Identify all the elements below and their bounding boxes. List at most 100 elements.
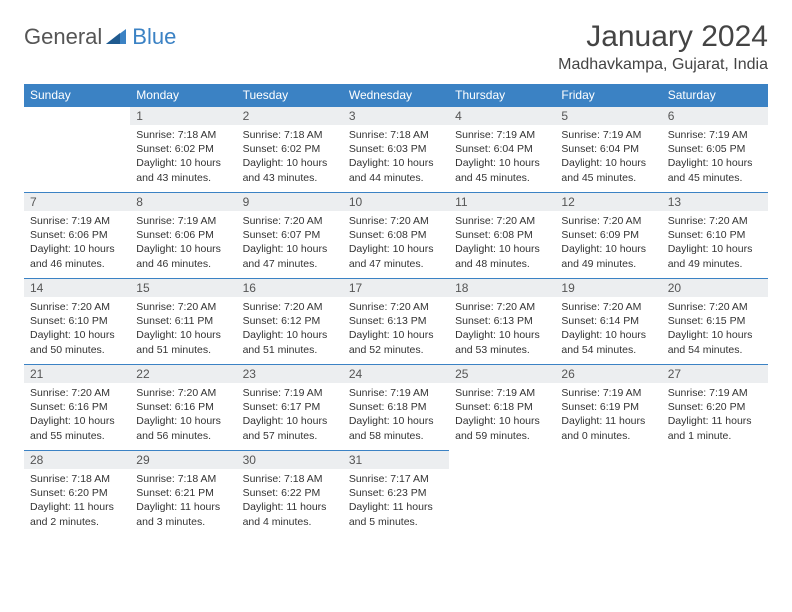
sunrise-line: Sunrise: 7:20 AM [243, 300, 337, 314]
sunrise-line: Sunrise: 7:19 AM [668, 386, 762, 400]
daylight-line: Daylight: 10 hours and 45 minutes. [561, 156, 655, 184]
sunrise-line: Sunrise: 7:19 AM [561, 128, 655, 142]
sunrise-line: Sunrise: 7:20 AM [136, 386, 230, 400]
day-details: Sunrise: 7:19 AMSunset: 6:04 PMDaylight:… [555, 125, 661, 189]
day-details: Sunrise: 7:20 AMSunset: 6:12 PMDaylight:… [237, 297, 343, 361]
sunset-line: Sunset: 6:23 PM [349, 486, 443, 500]
day-number: 9 [237, 193, 343, 211]
day-details: Sunrise: 7:19 AMSunset: 6:19 PMDaylight:… [555, 383, 661, 447]
sunset-line: Sunset: 6:02 PM [136, 142, 230, 156]
calendar-cell: 18Sunrise: 7:20 AMSunset: 6:13 PMDayligh… [449, 279, 555, 365]
daylight-line: Daylight: 10 hours and 55 minutes. [30, 414, 124, 442]
day-number: 20 [662, 279, 768, 297]
day-number: 19 [555, 279, 661, 297]
daylight-line: Daylight: 10 hours and 49 minutes. [668, 242, 762, 270]
location: Madhavkampa, Gujarat, India [558, 56, 768, 74]
day-number: 4 [449, 107, 555, 125]
calendar-week-row: 1Sunrise: 7:18 AMSunset: 6:02 PMDaylight… [24, 107, 768, 193]
sunrise-line: Sunrise: 7:18 AM [243, 128, 337, 142]
sunset-line: Sunset: 6:07 PM [243, 228, 337, 242]
daylight-line: Daylight: 11 hours and 2 minutes. [30, 500, 124, 528]
weekday-header: Saturday [662, 84, 768, 107]
day-details: Sunrise: 7:20 AMSunset: 6:07 PMDaylight:… [237, 211, 343, 275]
day-number: 23 [237, 365, 343, 383]
daylight-line: Daylight: 11 hours and 5 minutes. [349, 500, 443, 528]
day-details: Sunrise: 7:20 AMSunset: 6:13 PMDaylight:… [449, 297, 555, 361]
daylight-line: Daylight: 11 hours and 3 minutes. [136, 500, 230, 528]
weekday-header: Friday [555, 84, 661, 107]
calendar-cell [662, 451, 768, 537]
calendar-cell: 28Sunrise: 7:18 AMSunset: 6:20 PMDayligh… [24, 451, 130, 537]
day-details: Sunrise: 7:18 AMSunset: 6:22 PMDaylight:… [237, 469, 343, 533]
daylight-line: Daylight: 10 hours and 43 minutes. [243, 156, 337, 184]
day-number: 26 [555, 365, 661, 383]
calendar-cell: 21Sunrise: 7:20 AMSunset: 6:16 PMDayligh… [24, 365, 130, 451]
day-number: 25 [449, 365, 555, 383]
sunrise-line: Sunrise: 7:20 AM [136, 300, 230, 314]
sunrise-line: Sunrise: 7:20 AM [668, 214, 762, 228]
sunset-line: Sunset: 6:22 PM [243, 486, 337, 500]
day-details: Sunrise: 7:20 AMSunset: 6:16 PMDaylight:… [24, 383, 130, 447]
sunset-line: Sunset: 6:04 PM [455, 142, 549, 156]
sunrise-line: Sunrise: 7:19 AM [668, 128, 762, 142]
sunrise-line: Sunrise: 7:19 AM [561, 386, 655, 400]
day-number: 10 [343, 193, 449, 211]
daylight-line: Daylight: 10 hours and 54 minutes. [561, 328, 655, 356]
day-details: Sunrise: 7:18 AMSunset: 6:02 PMDaylight:… [130, 125, 236, 189]
calendar-cell: 19Sunrise: 7:20 AMSunset: 6:14 PMDayligh… [555, 279, 661, 365]
calendar-cell: 15Sunrise: 7:20 AMSunset: 6:11 PMDayligh… [130, 279, 236, 365]
day-number: 18 [449, 279, 555, 297]
sunset-line: Sunset: 6:17 PM [243, 400, 337, 414]
calendar-cell: 13Sunrise: 7:20 AMSunset: 6:10 PMDayligh… [662, 193, 768, 279]
day-details: Sunrise: 7:17 AMSunset: 6:23 PMDaylight:… [343, 469, 449, 533]
day-number: 12 [555, 193, 661, 211]
weekday-header: Tuesday [237, 84, 343, 107]
sunrise-line: Sunrise: 7:18 AM [30, 472, 124, 486]
daylight-line: Daylight: 10 hours and 53 minutes. [455, 328, 549, 356]
calendar-cell: 20Sunrise: 7:20 AMSunset: 6:15 PMDayligh… [662, 279, 768, 365]
sunset-line: Sunset: 6:03 PM [349, 142, 443, 156]
sunset-line: Sunset: 6:13 PM [455, 314, 549, 328]
day-details: Sunrise: 7:20 AMSunset: 6:10 PMDaylight:… [24, 297, 130, 361]
daylight-line: Daylight: 10 hours and 47 minutes. [349, 242, 443, 270]
day-number: 29 [130, 451, 236, 469]
day-details: Sunrise: 7:20 AMSunset: 6:13 PMDaylight:… [343, 297, 449, 361]
calendar-cell [555, 451, 661, 537]
title-block: January 2024 Madhavkampa, Gujarat, India [558, 20, 768, 74]
daylight-line: Daylight: 10 hours and 46 minutes. [30, 242, 124, 270]
day-details: Sunrise: 7:19 AMSunset: 6:05 PMDaylight:… [662, 125, 768, 189]
day-number: 30 [237, 451, 343, 469]
sunset-line: Sunset: 6:02 PM [243, 142, 337, 156]
calendar-cell: 27Sunrise: 7:19 AMSunset: 6:20 PMDayligh… [662, 365, 768, 451]
sunset-line: Sunset: 6:12 PM [243, 314, 337, 328]
day-details: Sunrise: 7:19 AMSunset: 6:18 PMDaylight:… [343, 383, 449, 447]
daylight-line: Daylight: 10 hours and 45 minutes. [455, 156, 549, 184]
calendar-cell: 3Sunrise: 7:18 AMSunset: 6:03 PMDaylight… [343, 107, 449, 193]
calendar-cell: 29Sunrise: 7:18 AMSunset: 6:21 PMDayligh… [130, 451, 236, 537]
sunset-line: Sunset: 6:16 PM [30, 400, 124, 414]
sunrise-line: Sunrise: 7:18 AM [349, 128, 443, 142]
day-details: Sunrise: 7:20 AMSunset: 6:09 PMDaylight:… [555, 211, 661, 275]
daylight-line: Daylight: 10 hours and 47 minutes. [243, 242, 337, 270]
daylight-line: Daylight: 11 hours and 0 minutes. [561, 414, 655, 442]
calendar-cell: 10Sunrise: 7:20 AMSunset: 6:08 PMDayligh… [343, 193, 449, 279]
sunrise-line: Sunrise: 7:20 AM [243, 214, 337, 228]
sunset-line: Sunset: 6:16 PM [136, 400, 230, 414]
sunrise-line: Sunrise: 7:19 AM [243, 386, 337, 400]
sunset-line: Sunset: 6:15 PM [668, 314, 762, 328]
day-number: 15 [130, 279, 236, 297]
day-details: Sunrise: 7:18 AMSunset: 6:20 PMDaylight:… [24, 469, 130, 533]
sunset-line: Sunset: 6:18 PM [455, 400, 549, 414]
sunset-line: Sunset: 6:18 PM [349, 400, 443, 414]
calendar-cell [24, 107, 130, 193]
day-number: 17 [343, 279, 449, 297]
day-number: 3 [343, 107, 449, 125]
calendar-cell: 17Sunrise: 7:20 AMSunset: 6:13 PMDayligh… [343, 279, 449, 365]
day-number: 13 [662, 193, 768, 211]
sunrise-line: Sunrise: 7:20 AM [561, 214, 655, 228]
daylight-line: Daylight: 10 hours and 50 minutes. [30, 328, 124, 356]
sunset-line: Sunset: 6:05 PM [668, 142, 762, 156]
calendar-week-row: 7Sunrise: 7:19 AMSunset: 6:06 PMDaylight… [24, 193, 768, 279]
month-title: January 2024 [558, 20, 768, 54]
day-number: 21 [24, 365, 130, 383]
